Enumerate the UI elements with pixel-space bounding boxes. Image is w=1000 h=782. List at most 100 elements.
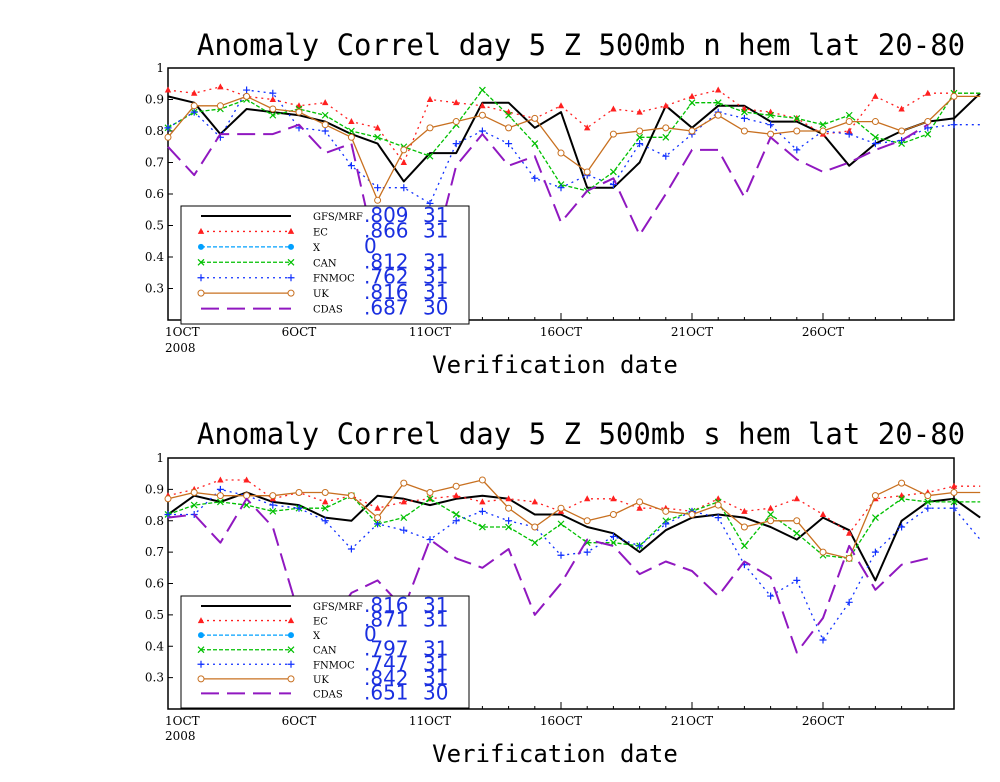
series-point-fnmoc [662,520,670,528]
y-tick-label: 0.7 [145,156,164,170]
series-point-fnmoc [505,517,513,525]
series-point-ec [217,83,224,90]
series-point-uk [924,492,932,500]
series-point-uk [269,492,277,500]
legend-marker-ec [197,227,205,234]
series-point-ec [950,482,958,489]
series-point-ec [793,495,800,502]
series-point-fnmoc [583,548,591,556]
legend-name-ec: EC [313,227,328,238]
series-point-ec [898,105,905,112]
x-tick-label: 6OCT [282,325,317,339]
y-tick-label: 0.5 [145,608,164,622]
series-point-ec [662,102,669,109]
series-point-uk [452,118,460,126]
series-point-uk [740,127,748,135]
series-point-can [321,111,329,119]
series-point-can [400,514,408,522]
series-line-ec [167,479,981,534]
series-point-fnmoc [793,576,801,584]
series-point-uk [190,489,198,497]
series-point-can [924,130,932,138]
series-point-fnmoc [400,526,408,534]
y-tick-label: 1 [156,61,164,75]
x-tick-label: 1OCT [165,325,200,339]
legend-name-gfs-mrf: GFS/MRF [313,602,363,613]
series-point-uk [714,111,722,119]
series-point-fnmoc [819,636,827,644]
series-point-can [662,133,670,141]
series-point-can [845,111,853,119]
series-point-fnmoc [845,130,853,138]
series-point-fnmoc [662,152,670,160]
series-point-can [740,108,748,116]
legend-marker-ec [287,227,295,234]
series-point-ec [191,89,198,96]
series-point-uk [164,133,172,141]
series-point-can [871,514,879,522]
series-point-can [374,133,382,141]
chart-title: Anomaly Correl day 5 Z 500mb s hem lat 2… [197,417,965,451]
legend-stat-value-x: 0 [364,622,377,646]
legend-stat-value-uk: .816 [364,280,409,304]
series-point-uk [688,127,696,135]
series-point-uk [531,114,539,122]
x-tick-label: 16OCT [540,325,582,339]
series-point-ec [924,89,931,96]
x-tick-sublabel: 2008 [165,341,196,355]
series-point-fnmoc [452,517,460,525]
series-point-can [426,495,434,503]
series-line-fnmoc [168,488,981,641]
series-point-fnmoc [347,545,355,553]
legend-marker-x [288,243,294,250]
series-point-uk [819,548,827,556]
series-point-ec [846,127,853,134]
x-tick-label: 11OCT [409,325,451,339]
legend-name-cdas: CDAS [313,689,343,700]
legend-stat-count-can: 31 [423,249,448,273]
legend-stat-count-ec: 31 [423,218,448,242]
series-point-ec [584,495,591,502]
legend-stat-value-gfs-mrf: .809 [364,203,409,227]
series-point-uk [767,130,775,138]
legend-name-x: X [313,243,321,254]
series-line-gfs-mrf [167,491,981,582]
series-point-ec [400,159,407,165]
legend-stat-value-can: .797 [364,637,409,661]
series-point-uk [662,124,670,132]
legend-stat-count-ec: 31 [423,608,448,632]
series-point-uk [164,495,172,503]
series-point-can [347,127,355,135]
series-point-can [793,529,801,537]
series-point-uk [321,489,329,497]
series-point-uk [793,517,801,525]
series-point-fnmoc [767,592,775,600]
legend-stat-count-can: 31 [423,637,448,661]
series-point-fnmoc [452,140,460,148]
series-point-fnmoc [269,89,277,97]
series-point-fnmoc [871,140,879,148]
series-point-uk [243,492,251,500]
series-point-ec [479,102,486,109]
legend-stat-value-can: .812 [364,249,409,273]
series-point-ec [374,504,381,511]
series-point-uk [845,118,853,126]
series-point-uk [557,149,565,157]
legend-name-uk: UK [313,289,329,300]
series-point-uk [347,492,355,500]
series-point-fnmoc [793,146,801,154]
series-point-can [269,507,277,515]
y-tick-label: 0.6 [145,187,164,201]
series-point-fnmoc [557,184,565,192]
series-point-fnmoc [636,542,644,550]
legend-name-ec: EC [313,617,328,628]
series-point-can [478,86,486,94]
series-point-fnmoc [609,181,617,189]
legend-stat-value-cdas: .651 [364,680,409,704]
series-point-ec [400,498,407,505]
legend-name-fnmoc: FNMOC [313,274,355,285]
x-tick-label: 21OCT [671,325,713,339]
series-point-ec [348,118,355,125]
series-point-can [688,99,696,107]
